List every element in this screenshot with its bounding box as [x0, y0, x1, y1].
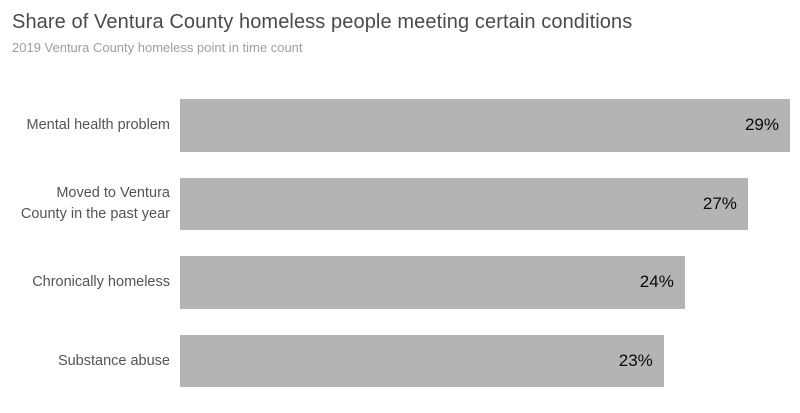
bar-track: 24% — [180, 256, 790, 309]
bar-track: 29% — [180, 99, 790, 152]
bar-track: 23% — [180, 334, 790, 387]
value-label: 24% — [639, 272, 674, 292]
chart-row: Moved to Ventura County in the past year… — [0, 177, 790, 230]
chart-row: Substance abuse 23% — [0, 334, 790, 387]
bar-chart: Mental health problem 29% Moved to Ventura… — [0, 99, 790, 413]
category-label: Substance abuse — [57, 352, 170, 369]
category-label: Chronically homeless — [32, 274, 170, 291]
category-label: Mental health problem — [26, 117, 170, 134]
bar: 23% — [180, 334, 664, 387]
bar: 27% — [180, 177, 748, 230]
chart-title: Share of Ventura County homeless people … — [12, 11, 633, 33]
value-label: 23% — [618, 350, 653, 370]
chart-subtitle: 2019 Ventura County homeless point in ti… — [12, 40, 303, 55]
bar-track: 27% — [180, 177, 790, 230]
bar: 29% — [180, 99, 790, 152]
value-label: 29% — [744, 115, 779, 135]
value-label: 27% — [702, 193, 737, 213]
chart-row: Chronically homeless 24% — [0, 256, 790, 309]
bar: 24% — [180, 256, 685, 309]
chart-header: Share of Ventura County homeless people … — [12, 9, 790, 57]
category-label: Moved to Ventura County in the past year — [20, 185, 170, 222]
chart-row: Mental health problem 29% — [0, 99, 790, 152]
